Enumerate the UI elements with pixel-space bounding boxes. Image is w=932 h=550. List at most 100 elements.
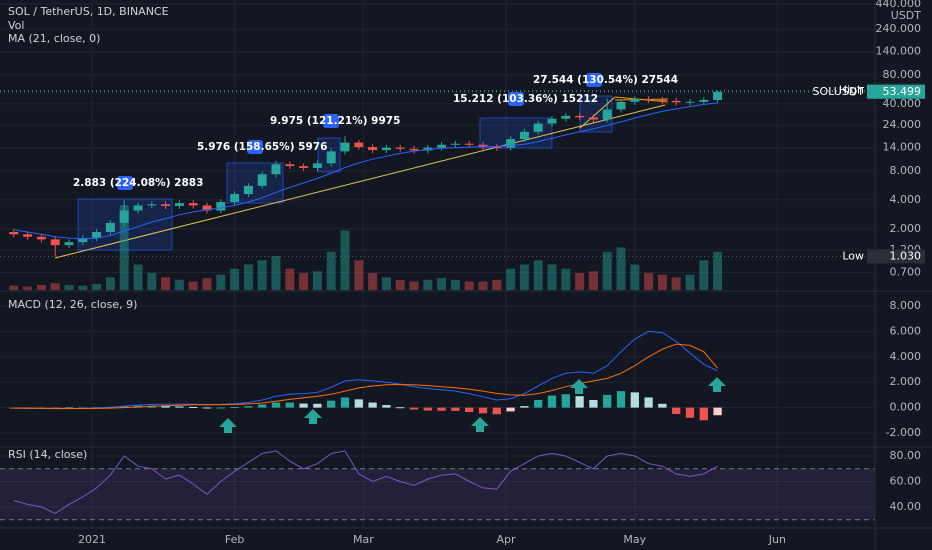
volume-bar	[147, 273, 157, 290]
histogram-bar	[120, 406, 129, 408]
y-tick-label: 240.000	[876, 22, 922, 35]
y-tick-label: 8.000	[890, 164, 922, 177]
y-tick-label: 8.000	[890, 299, 922, 312]
candle-body	[174, 203, 184, 207]
volume-bar	[671, 277, 681, 290]
trend-line	[54, 104, 666, 259]
volume-bar	[312, 271, 322, 290]
x-tick-label: Mar	[353, 533, 374, 546]
histogram-bar	[244, 406, 253, 408]
axis-unit: USDT	[891, 9, 922, 22]
volume-bar	[506, 268, 516, 290]
volume-bar	[478, 281, 488, 290]
measure-box	[479, 117, 553, 149]
volume-bar	[285, 268, 295, 290]
arrow	[304, 409, 322, 424]
y-tick-label: 4.000	[890, 350, 922, 363]
volume-bar	[713, 251, 723, 290]
rsi-band	[0, 468, 875, 520]
histogram-bar	[492, 407, 501, 415]
histogram-bar	[437, 407, 446, 411]
candle-body	[671, 100, 681, 103]
volume-bar	[368, 273, 378, 290]
volume-label: Vol	[8, 19, 24, 32]
candle-body	[257, 174, 267, 186]
measure-box	[77, 198, 173, 251]
ma-label: MA (21, close, 0)	[8, 32, 100, 45]
candle-body	[492, 147, 502, 149]
candle-body	[713, 91, 723, 100]
y-tick-label: 0.000	[890, 401, 922, 414]
y-tick-label: 0.700	[890, 266, 922, 279]
price-label-value: 53.499	[883, 85, 922, 98]
candle-body	[50, 239, 60, 246]
trend-line	[579, 96, 616, 129]
candle-body	[119, 210, 129, 223]
candle-body	[630, 98, 640, 102]
volume-bar	[630, 264, 640, 290]
candle-body	[533, 123, 543, 132]
candle-body	[271, 164, 281, 175]
volume-bar	[533, 260, 543, 290]
histogram-bar	[658, 403, 667, 408]
candle-body	[437, 144, 447, 148]
histogram-bar	[644, 397, 653, 408]
volume-bar	[202, 278, 212, 290]
volume-bar	[9, 285, 19, 290]
candle-body	[588, 117, 598, 120]
candle-body	[644, 98, 654, 100]
price-badge	[867, 249, 925, 264]
histogram-bar	[202, 407, 212, 409]
macd-line	[13, 343, 718, 409]
volume-bar	[105, 277, 115, 290]
histogram-bar	[478, 407, 488, 414]
candle-body	[188, 203, 198, 206]
candle-body	[216, 202, 226, 211]
candle-body	[699, 99, 709, 102]
histogram-bar	[520, 406, 529, 408]
arrow	[708, 377, 726, 392]
candle-body	[519, 131, 529, 140]
candle-body	[243, 185, 253, 195]
candle-body	[381, 147, 391, 151]
histogram-bar	[230, 406, 239, 408]
volume-bar	[450, 279, 460, 290]
volume-bar	[437, 278, 447, 290]
volume-bar	[685, 274, 695, 290]
histogram-bar	[699, 407, 708, 421]
histogram-bar	[368, 402, 377, 408]
candle-body	[575, 115, 585, 118]
volume-bar	[519, 264, 529, 290]
volume-bar	[588, 271, 598, 290]
histogram-bar	[451, 407, 460, 411]
volume-bar	[616, 247, 626, 290]
price-label-name: SOLUSDT	[813, 85, 865, 98]
y-tick-label: 40.00	[890, 500, 922, 513]
histogram-bar	[506, 407, 515, 412]
price-label-name: Low	[842, 249, 864, 262]
candle-body	[395, 147, 405, 149]
histogram-bar	[189, 406, 198, 408]
volume-bar	[409, 281, 419, 290]
histogram-bar	[616, 391, 626, 408]
x-tick-label: 2021	[78, 533, 106, 546]
y-tick-label: 60.00	[890, 475, 922, 488]
badge	[508, 92, 524, 106]
histogram-bar	[327, 400, 336, 408]
arrow	[471, 417, 489, 432]
x-tick-label: Feb	[225, 533, 244, 546]
histogram-bar	[299, 403, 308, 408]
measure-label: 15.212 (103.36%) 15212	[453, 93, 598, 105]
histogram-bar	[175, 406, 184, 408]
y-tick-label: 2.000	[890, 375, 922, 388]
y-tick-label: 24.000	[883, 118, 922, 131]
histogram-bar	[409, 407, 419, 410]
trend-line	[614, 98, 669, 101]
volume-bar	[575, 273, 585, 290]
y-tick-label: 140.000	[876, 45, 922, 58]
y-tick-label: 4.000	[890, 193, 922, 206]
badge	[586, 73, 602, 87]
ma-line	[13, 102, 718, 240]
candle-body	[685, 101, 695, 103]
